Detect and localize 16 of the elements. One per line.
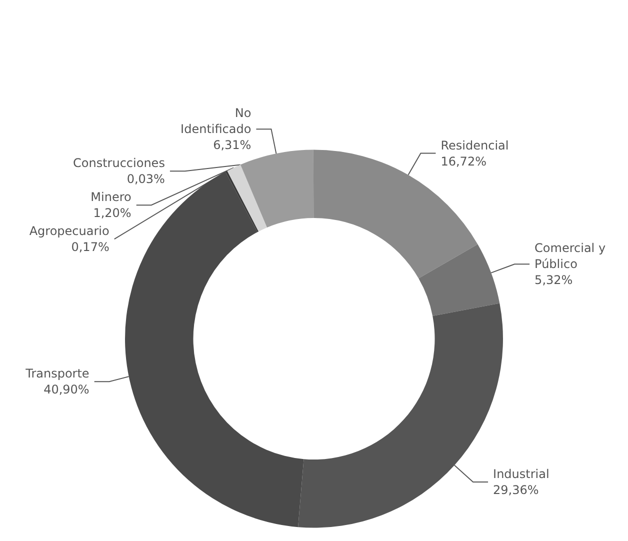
data-label: 16,72%: [440, 154, 486, 168]
data-label: 29,36%: [493, 482, 539, 497]
data-label: 40,90%: [44, 382, 90, 397]
slice-label: Construcciones: [73, 156, 165, 170]
slice-label: Industrial: [493, 466, 550, 481]
data-label: 1,20%: [93, 206, 132, 220]
data-label: 0,03%: [126, 172, 165, 186]
data-label: 5,32%: [534, 273, 573, 288]
slice-label: Comercial y Público: [534, 241, 606, 272]
slice-label: Minero: [90, 190, 132, 204]
slice-label: No Identificado: [180, 106, 252, 136]
slice-label: Agropecuario: [29, 224, 110, 238]
data-label: 6,31%: [213, 138, 252, 152]
data-label: 0,17%: [71, 240, 110, 254]
slice-label: Transporte: [24, 366, 90, 381]
slice-label: Residencial: [440, 138, 509, 152]
